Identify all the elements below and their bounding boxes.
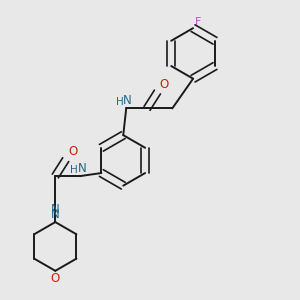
Text: N: N xyxy=(51,203,60,216)
Text: O: O xyxy=(51,272,60,285)
Text: N: N xyxy=(77,161,86,175)
Text: N: N xyxy=(51,208,60,221)
Text: F: F xyxy=(195,17,201,27)
Text: O: O xyxy=(160,78,169,91)
Text: O: O xyxy=(68,145,77,158)
Text: H: H xyxy=(116,97,124,107)
Text: H: H xyxy=(70,164,78,175)
Text: N: N xyxy=(123,94,132,107)
